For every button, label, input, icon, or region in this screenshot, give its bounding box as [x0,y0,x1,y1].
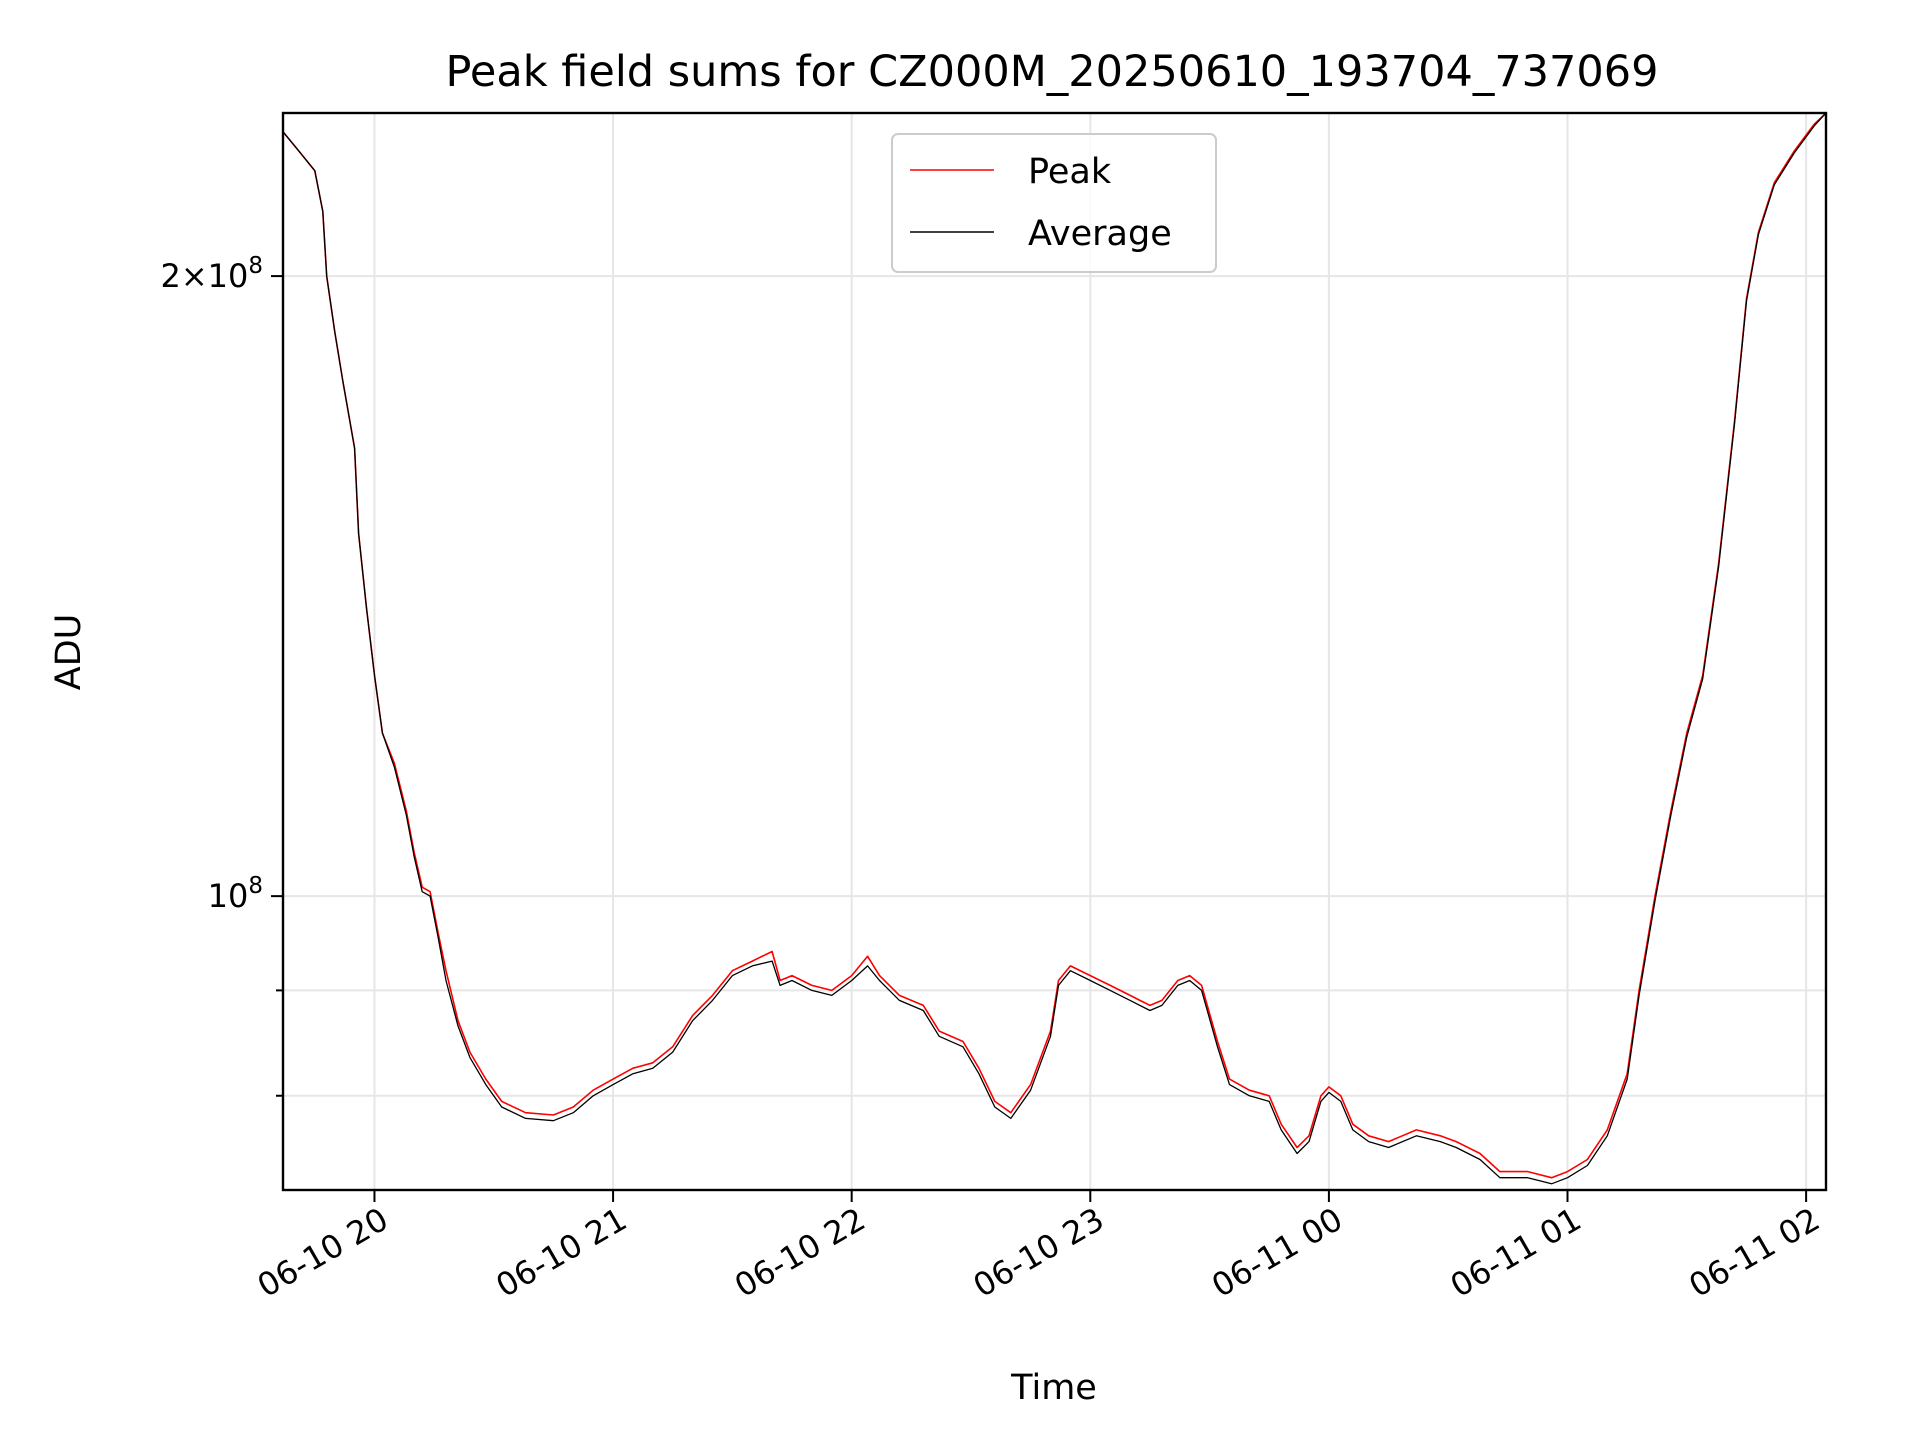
series-layer [282,112,1827,1185]
y-tick-label: 2×108 [160,253,263,295]
legend-label-peak: Peak [1028,152,1112,192]
legend: Peak Average [891,133,1217,273]
series-line-average [282,112,1827,1185]
y-tick-base: 10 [208,257,249,295]
y-tick-coef: 2× [160,257,207,295]
chart-title: Peak field sums for CZ000M_20250610_1937… [446,47,1659,97]
legend-box [891,133,1217,273]
grid-lines [283,113,1826,1190]
y-axis-label: ADU [49,614,89,691]
y-tick-exp: 8 [248,253,263,279]
plot-area-frame [281,111,1828,1192]
y-tick-exp: 8 [248,873,263,899]
y-tick-base: 10 [208,877,249,915]
y-tick-label: 108 [208,873,263,915]
x-axis-label: Time [1010,1368,1097,1408]
series-line-peak [282,112,1827,1179]
legend-label-average: Average [1028,214,1172,254]
